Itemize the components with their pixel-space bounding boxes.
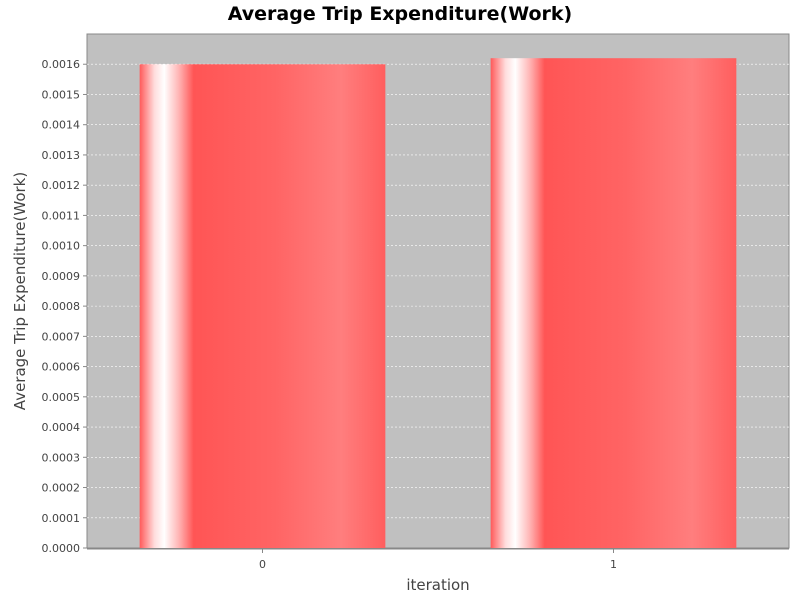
y-tick-label: 0.0005 <box>42 391 81 404</box>
bar-iteration-0 <box>139 64 386 548</box>
y-tick-label: 0.0008 <box>42 300 81 313</box>
y-tick-label: 0.0007 <box>42 330 81 343</box>
y-tick-label: 0.0011 <box>42 209 81 222</box>
y-tick-label: 0.0014 <box>42 119 81 132</box>
y-tick-label: 0.0001 <box>42 512 81 525</box>
y-tick-label: 0.0002 <box>42 482 81 495</box>
y-tick-label: 0.0010 <box>42 240 81 253</box>
y-tick-label: 0.0003 <box>42 451 81 464</box>
x-tick-label: 1 <box>610 558 617 571</box>
y-tick-label: 0.0012 <box>42 179 81 192</box>
y-tick-label: 0.0009 <box>42 270 81 283</box>
y-tick-label: 0.0015 <box>42 88 81 101</box>
y-tick-label: 0.0016 <box>42 58 81 71</box>
y-axis-label: Average Trip Expenditure(Work) <box>11 172 29 410</box>
y-tick-label: 0.0004 <box>42 421 81 434</box>
bar-iteration-1 <box>490 58 737 549</box>
x-axis-label: iteration <box>406 576 469 594</box>
y-tick-label: 0.0013 <box>42 149 81 162</box>
x-tick-label: 0 <box>259 558 266 571</box>
y-tick-label: 0.0006 <box>42 361 81 374</box>
chart-title: Average Trip Expenditure(Work) <box>228 3 573 25</box>
y-axis: 0.0000 0.0001 0.0002 0.0003 0.0004 0.0005 0.00… <box>42 58 87 555</box>
y-tick-label: 0.0000 <box>42 542 81 555</box>
bars <box>139 58 737 549</box>
